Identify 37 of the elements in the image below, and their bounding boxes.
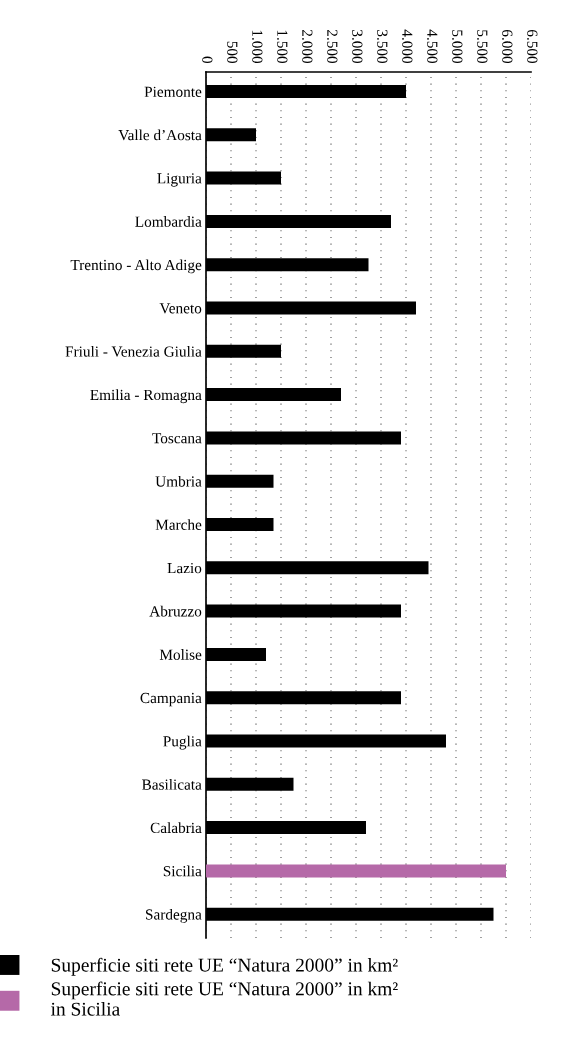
x-tick-label: 3.500 — [377, 30, 388, 64]
x-tick-label: 4.000 — [402, 29, 413, 64]
bar — [206, 864, 506, 878]
legend-label: Superficie siti rete UE “Natura 2000” in km² in Sicilia — [50, 981, 398, 1016]
y-tick-label: Umbria — [155, 475, 202, 487]
y-tick-label: Trentino - Alto Adige — [70, 259, 202, 274]
x-tick-label: 3.000 — [352, 30, 363, 64]
y-tick-label: Puglia — [163, 735, 202, 750]
x-tick-label: 0 — [202, 56, 213, 64]
y-tick-label: Emilia - Romagna — [90, 389, 202, 404]
y-tick-label: Basilicata — [142, 778, 202, 790]
y-tick-label: Calabria — [150, 822, 202, 834]
x-tick-label: 2.000 — [302, 29, 313, 64]
x-tick-label: 5.500 — [477, 30, 488, 64]
x-tick-label: 1.500 — [277, 30, 288, 64]
y-tick-label: Marche — [155, 519, 202, 530]
y-tick-label: Abruzzo — [149, 605, 202, 617]
y-tick-label: Valle d’Aosta — [118, 129, 202, 141]
y-tick-label: Liguria — [157, 173, 202, 187]
x-tick-label: 500 — [227, 41, 238, 64]
y-tick-label: Lombardia — [135, 216, 202, 227]
x-tick-label: 6.000 — [502, 29, 513, 64]
x-tick-label: 5.000 — [452, 30, 463, 64]
y-tick-label: Lazio — [167, 562, 202, 574]
legend-label: Superficie siti rete UE “Natura 2000” in km² — [51, 957, 398, 976]
y-tick-label: Veneto — [159, 303, 202, 314]
x-tick-label: 4.500 — [427, 29, 438, 64]
y-tick-label: Sicilia — [163, 865, 202, 877]
y-tick-label: Piemonte — [144, 86, 202, 97]
x-tick-label: 2.500 — [327, 29, 338, 64]
x-tick-label: 1.000 — [252, 30, 263, 64]
x-tick-label: 6.500 — [527, 29, 538, 64]
y-tick-label: Sardegna — [146, 908, 202, 923]
y-tick-label: Friuli - Venezia Giulia — [65, 345, 202, 357]
y-tick-label: Molise — [159, 649, 202, 660]
y-tick-label: Campania — [140, 692, 202, 707]
y-tick-label: Toscana — [152, 433, 202, 444]
